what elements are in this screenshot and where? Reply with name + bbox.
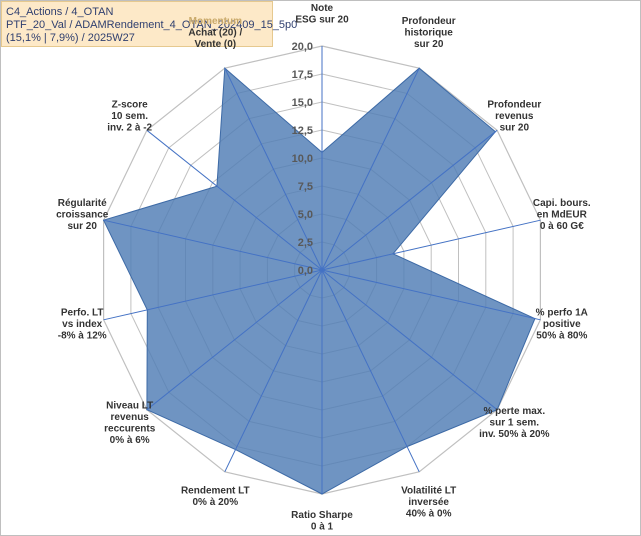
axis-label-line: 40% à 0% — [406, 509, 452, 520]
axis-label-line: 0% à 6% — [110, 435, 150, 446]
title-line-1: C4_Actions / 4_OTAN — [6, 6, 114, 18]
spoke-4 — [321, 269, 541, 321]
tick-label: 17,5 — [292, 69, 313, 81]
spoke-9 — [146, 269, 323, 411]
axis-label-6: Volatilité LT inversée 40% à 0% — [401, 486, 456, 520]
spoke-1 — [321, 67, 420, 271]
axis-label-line: Capi. bours. — [533, 198, 591, 209]
axis-label-line: inv. 50% à 20% — [479, 429, 550, 440]
title-line-2: PTF_20_Val / ADAMRendement_4_OTAN_202409… — [6, 19, 298, 31]
axis-label-5: % perte max. sur 1 sem. inv. 50% à 20% — [479, 406, 550, 440]
spoke-8 — [224, 269, 323, 473]
axis-label-line: historique — [405, 27, 454, 38]
spoke-10 — [103, 269, 323, 321]
axis-label-line: en MdEUR — [537, 210, 588, 221]
radar-spokes — [103, 46, 541, 494]
radar-series-area — [102, 67, 536, 495]
axis-label-line: Momentum — [189, 16, 242, 27]
axis-label-line: -8% à 12% — [58, 331, 107, 342]
axis-label-line: Note — [311, 3, 334, 14]
spoke-11 — [103, 219, 323, 271]
axis-label-line: inversée — [408, 497, 449, 508]
spoke-12 — [146, 129, 323, 271]
axis-label-line: 0% à 20% — [193, 497, 239, 508]
axis-label-2: Profondeur revenus sur 20 — [487, 99, 541, 133]
axis-label-4: % perfo 1A positive 50% à 80% — [536, 308, 588, 342]
tick-label: 15,0 — [292, 97, 313, 109]
axis-label-line: sur 1 sem. — [490, 418, 540, 429]
axis-label-line: Z-score — [112, 99, 149, 110]
radar-tick-labels: 0,0 2,5 5,0 7,5 10,0 12,5 15,0 17,5 20,0 — [292, 41, 313, 277]
spoke-2 — [321, 129, 498, 271]
axis-label-line: 10 sem. — [111, 111, 148, 122]
axis-label-line: Profondeur — [402, 16, 456, 27]
axis-label-1: Profondeur historique sur 20 — [402, 16, 456, 50]
axis-label-line: Rendement LT — [181, 486, 250, 497]
axis-label-line: Niveau LT — [106, 400, 153, 411]
axis-label-line: % perte max. — [483, 406, 545, 417]
axis-label-7: Ratio Sharpe 0 à 1 — [291, 510, 353, 533]
axis-label-line: sur 20 — [500, 122, 530, 133]
axis-label-line: reccurents — [104, 423, 156, 434]
axis-label-12: Z-score 10 sem. inv. 2 à -2 — [107, 99, 152, 133]
axis-label-line: Achat (20) / — [188, 27, 242, 38]
spoke-3 — [321, 219, 541, 271]
axis-label-line: sur 20 — [414, 39, 444, 50]
axis-label-line: 0 à 60 G€ — [540, 221, 584, 232]
axis-label-0: Note ESG sur 20 — [295, 3, 349, 26]
axis-label-line: 0 à 1 — [311, 522, 334, 533]
axis-label-line: % perfo 1A — [536, 308, 588, 319]
axis-label-line: Régularité — [58, 198, 107, 209]
axis-label-line: vs index — [62, 319, 102, 330]
spoke-6 — [321, 269, 420, 473]
title-line-3: (15,1% | 7,9%) / 2025W27 — [6, 32, 135, 44]
axis-label-13: Momentum Achat (20) / Vente (0) — [188, 16, 242, 50]
tick-label: 7,5 — [298, 181, 313, 193]
radar-axis-labels: Note ESG sur 20 Profondeur historique sur 20… — [56, 3, 591, 533]
axis-label-line: revenus — [111, 412, 150, 423]
chart-title-box: C4_Actions / 4_OTAN PTF_20_Val / ADAMRen… — [1, 1, 298, 47]
spoke-13 — [224, 67, 323, 271]
axis-label-line: positive — [543, 319, 581, 330]
axis-label-9: Niveau LT revenus reccurents 0% à 6% — [104, 400, 156, 446]
tick-label: 2,5 — [298, 237, 313, 249]
axis-label-8: Rendement LT 0% à 20% — [181, 486, 250, 509]
tick-label: 20,0 — [292, 41, 313, 53]
axis-label-line: Profondeur — [487, 99, 541, 110]
axis-label-line: Volatilité LT — [401, 486, 456, 497]
tick-label: 10,0 — [292, 153, 313, 165]
axis-label-line: revenus — [495, 111, 534, 122]
tick-label: 0,0 — [298, 265, 313, 277]
axis-label-11: Régularité croissance sur 20 — [56, 198, 109, 232]
axis-label-line: Ratio Sharpe — [291, 510, 353, 521]
axis-label-10: Perfo. LT vs index -8% à 12% — [58, 308, 107, 342]
axis-label-line: inv. 2 à -2 — [107, 122, 152, 133]
axis-label-line: Perfo. LT — [61, 308, 104, 319]
axis-label-3: Capi. bours. en MdEUR 0 à 60 G€ — [533, 198, 591, 232]
axis-label-line: croissance — [56, 210, 109, 221]
spoke-5 — [321, 269, 498, 411]
tick-label: 12,5 — [292, 125, 313, 137]
axis-label-line: sur 20 — [67, 221, 97, 232]
axis-label-line: 50% à 80% — [536, 331, 587, 342]
axis-label-line: ESG sur 20 — [295, 15, 349, 26]
tick-label: 5,0 — [298, 209, 313, 221]
axis-label-line: Vente (0) — [194, 39, 236, 50]
